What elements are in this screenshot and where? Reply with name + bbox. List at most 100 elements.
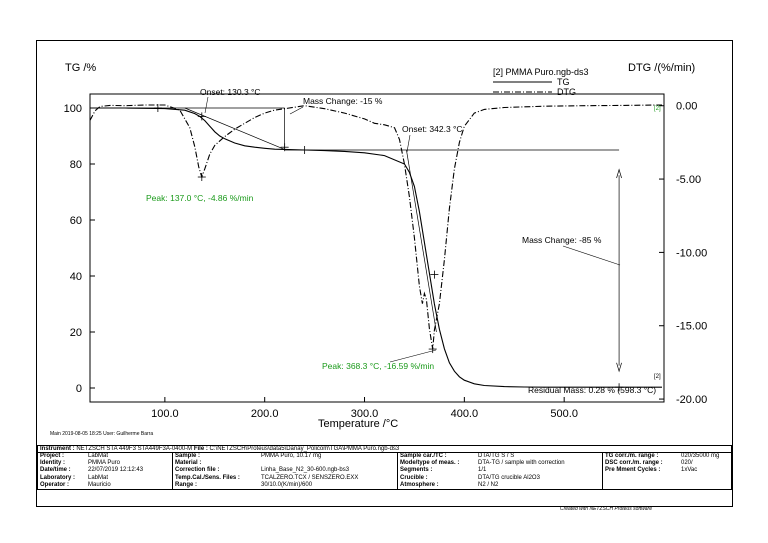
file-value: C:\NETZSCH\Proteus\data5\Danay_Policom\T… — [209, 446, 400, 452]
info-table: Instrument : NETZSCH STA 449F3 STA449F3A… — [37, 445, 732, 491]
y-right-tick-label: -15.00 — [676, 321, 707, 333]
info-key: Segments : — [400, 467, 433, 474]
info-value: DTA/TG S / S — [478, 453, 515, 459]
annotation-label: Peak: 137.0 °C, -4.86 %/min — [146, 193, 254, 203]
info-key: Range : — [175, 481, 198, 488]
info-key: Temp.Cal./Sens. Files : — [175, 474, 240, 481]
info-row: Mode/type of meas. : DTA-TG / sample with… — [400, 460, 600, 467]
annotation-label: Residual Mass: 0.28 % (598.3 °C) — [528, 385, 656, 395]
footer-credit: Created with NETZSCH Proteus software — [560, 506, 652, 512]
info-value: Mauricio — [88, 481, 111, 488]
info-row: Operator : Mauricio — [40, 482, 170, 489]
x-tick-label: 400.0 — [451, 408, 479, 420]
leader-line — [289, 106, 304, 115]
info-value: DTA/TG crucible Al2O3 — [478, 474, 540, 481]
info-row: Pre Mment Cycles : 1xVac — [605, 467, 729, 474]
instrument-row: Instrument : NETZSCH STA 449F3 STA449F3A… — [37, 445, 732, 453]
info-value: 020/35000 mg — [681, 453, 720, 459]
info-value: 1/1 — [478, 467, 487, 474]
info-key: DSC corr./m. range : — [605, 460, 663, 467]
info-row: Date/time : 22/07/2019 12:12:43 — [40, 467, 170, 474]
instrument-value: NETZSCH STA 449F3 STA449F3A-0400-M — [76, 446, 193, 452]
leader-line — [562, 245, 621, 266]
info-row: Material : — [175, 460, 395, 467]
file-label: File : — [193, 446, 208, 452]
x-tick-label: 500.0 — [550, 408, 578, 420]
info-key: Mode/type of meas. : — [400, 460, 460, 467]
annotation-label: Mass Change: -85 % — [522, 235, 602, 245]
tga-chart: TG /% DTG /(%/min) [2] PMMA Puro.ngb-ds3… — [64, 62, 708, 430]
arrow-down — [616, 362, 622, 373]
curve-marker: [2] — [654, 106, 661, 112]
y-left-tick-label: 100 — [64, 103, 82, 115]
info-row: Laboratory : LabMat — [40, 475, 170, 482]
info-key: Atmosphere : — [400, 481, 439, 488]
series-layer — [89, 104, 663, 392]
info-key: Operator : — [40, 481, 70, 488]
info-value: 020/ — [681, 460, 693, 467]
info-row: Sample car./TC : DTA/TG S / S — [400, 453, 600, 460]
info-row: TG corr./m. range : 020/35000 mg — [605, 453, 729, 460]
info-column-2: Sample : PMMA Puro, 10.17 mg Material : Cor… — [172, 451, 398, 491]
info-key: Identity : — [40, 460, 65, 467]
info-value: PMMA Puro — [88, 460, 121, 467]
info-row: Temp.Cal./Sens. Files : TCALZERO.TCX / SE… — [175, 475, 395, 482]
info-value: DTA-TG / sample with correction — [478, 460, 565, 467]
info-key: Project : — [40, 453, 65, 459]
info-key: Crucible : — [400, 474, 428, 481]
annotation-label: Mass Change: -15 % — [303, 96, 383, 106]
info-row: Segments : 1/1 — [400, 467, 600, 474]
info-row: Sample : PMMA Puro, 10.17 mg — [175, 453, 395, 460]
info-column-4: TG corr./m. range :020/35000 mg DSC corr.… — [602, 451, 732, 491]
chart-title: [2] PMMA Puro.ngb-ds3 — [493, 67, 589, 77]
series-line-tg — [90, 107, 662, 388]
info-row: Project : LabMat — [40, 453, 170, 460]
x-tick-label: 200.0 — [251, 408, 279, 420]
info-row: Identity : PMMA Puro — [40, 460, 170, 467]
info-row: Crucible : DTA/TG crucible Al2O3 — [400, 475, 600, 482]
info-value: Linha_Base_N2_30-600.ngb-bs3 — [261, 467, 350, 474]
y-left-tick-label: 20 — [70, 327, 82, 339]
info-key: Sample : — [175, 453, 201, 459]
y-right-tick-label: -5.00 — [676, 174, 701, 186]
info-row: DSC corr./m. range : 020/ — [605, 460, 729, 467]
info-key: Pre Mment Cycles : — [605, 467, 661, 474]
info-value: TCALZERO.TCX / SENSZERO.EXX — [261, 474, 359, 481]
leader-line — [406, 134, 411, 153]
info-key: Material : — [175, 460, 202, 467]
leader-line — [204, 96, 209, 114]
info-value: 30/10.0(K/min)/600 — [261, 481, 313, 488]
info-column-1: Project : LabMat Identity : PMMA Puro Date/t… — [37, 451, 173, 491]
y-right-tick-label: -10.00 — [676, 247, 707, 259]
info-value: 22/07/2019 12:12:43 — [88, 467, 144, 474]
x-tick-label: 100.0 — [151, 408, 179, 420]
y-right-tick-label: -20.00 — [676, 394, 707, 406]
info-row: Atmosphere : N2 / N2 — [400, 482, 600, 489]
leader-line — [389, 349, 437, 363]
info-row: Correction file : Linha_Base_N2_30-600.ng… — [175, 467, 395, 474]
info-value: LabMat — [88, 474, 109, 481]
info-key: TG corr./m. range : — [605, 453, 659, 459]
info-value: 1xVac — [681, 467, 698, 474]
analysis-guides — [90, 107, 622, 373]
legend-label-dtg: DTG — [557, 87, 576, 97]
x-axis-title: Temperature /°C — [318, 418, 398, 430]
arrow-up — [616, 168, 622, 179]
info-key: Date/time : — [40, 467, 71, 474]
report-frame — [36, 40, 733, 507]
info-column-3: Sample car./TC : DTA/TG S / S Mode/type of… — [397, 451, 603, 491]
y-axis-left-title: TG /% — [65, 62, 96, 74]
info-value: N2 / N2 — [478, 481, 499, 488]
info-value: PMMA Puro, 10.17 mg — [261, 453, 322, 459]
axes: 100.0 200.0 300.0 400.0 500.0 0 20 40 60 80 100 0.0… — [64, 93, 707, 420]
y-left-tick-label: 40 — [70, 271, 82, 283]
info-row: Range : 30/10.0(K/min)/600 — [175, 482, 395, 489]
info-value: LabMat — [88, 453, 109, 459]
curve-marker: [2] — [654, 374, 661, 380]
info-key: Sample car./TC : — [400, 453, 447, 459]
annotation-label: Onset: 342.3 °C — [402, 124, 463, 134]
y-left-tick-label: 60 — [70, 215, 82, 227]
info-key: Correction file : — [175, 467, 220, 474]
annotations-layer: Onset: 130.3 °C Mass Change: -15 % Onset: … — [146, 87, 661, 395]
